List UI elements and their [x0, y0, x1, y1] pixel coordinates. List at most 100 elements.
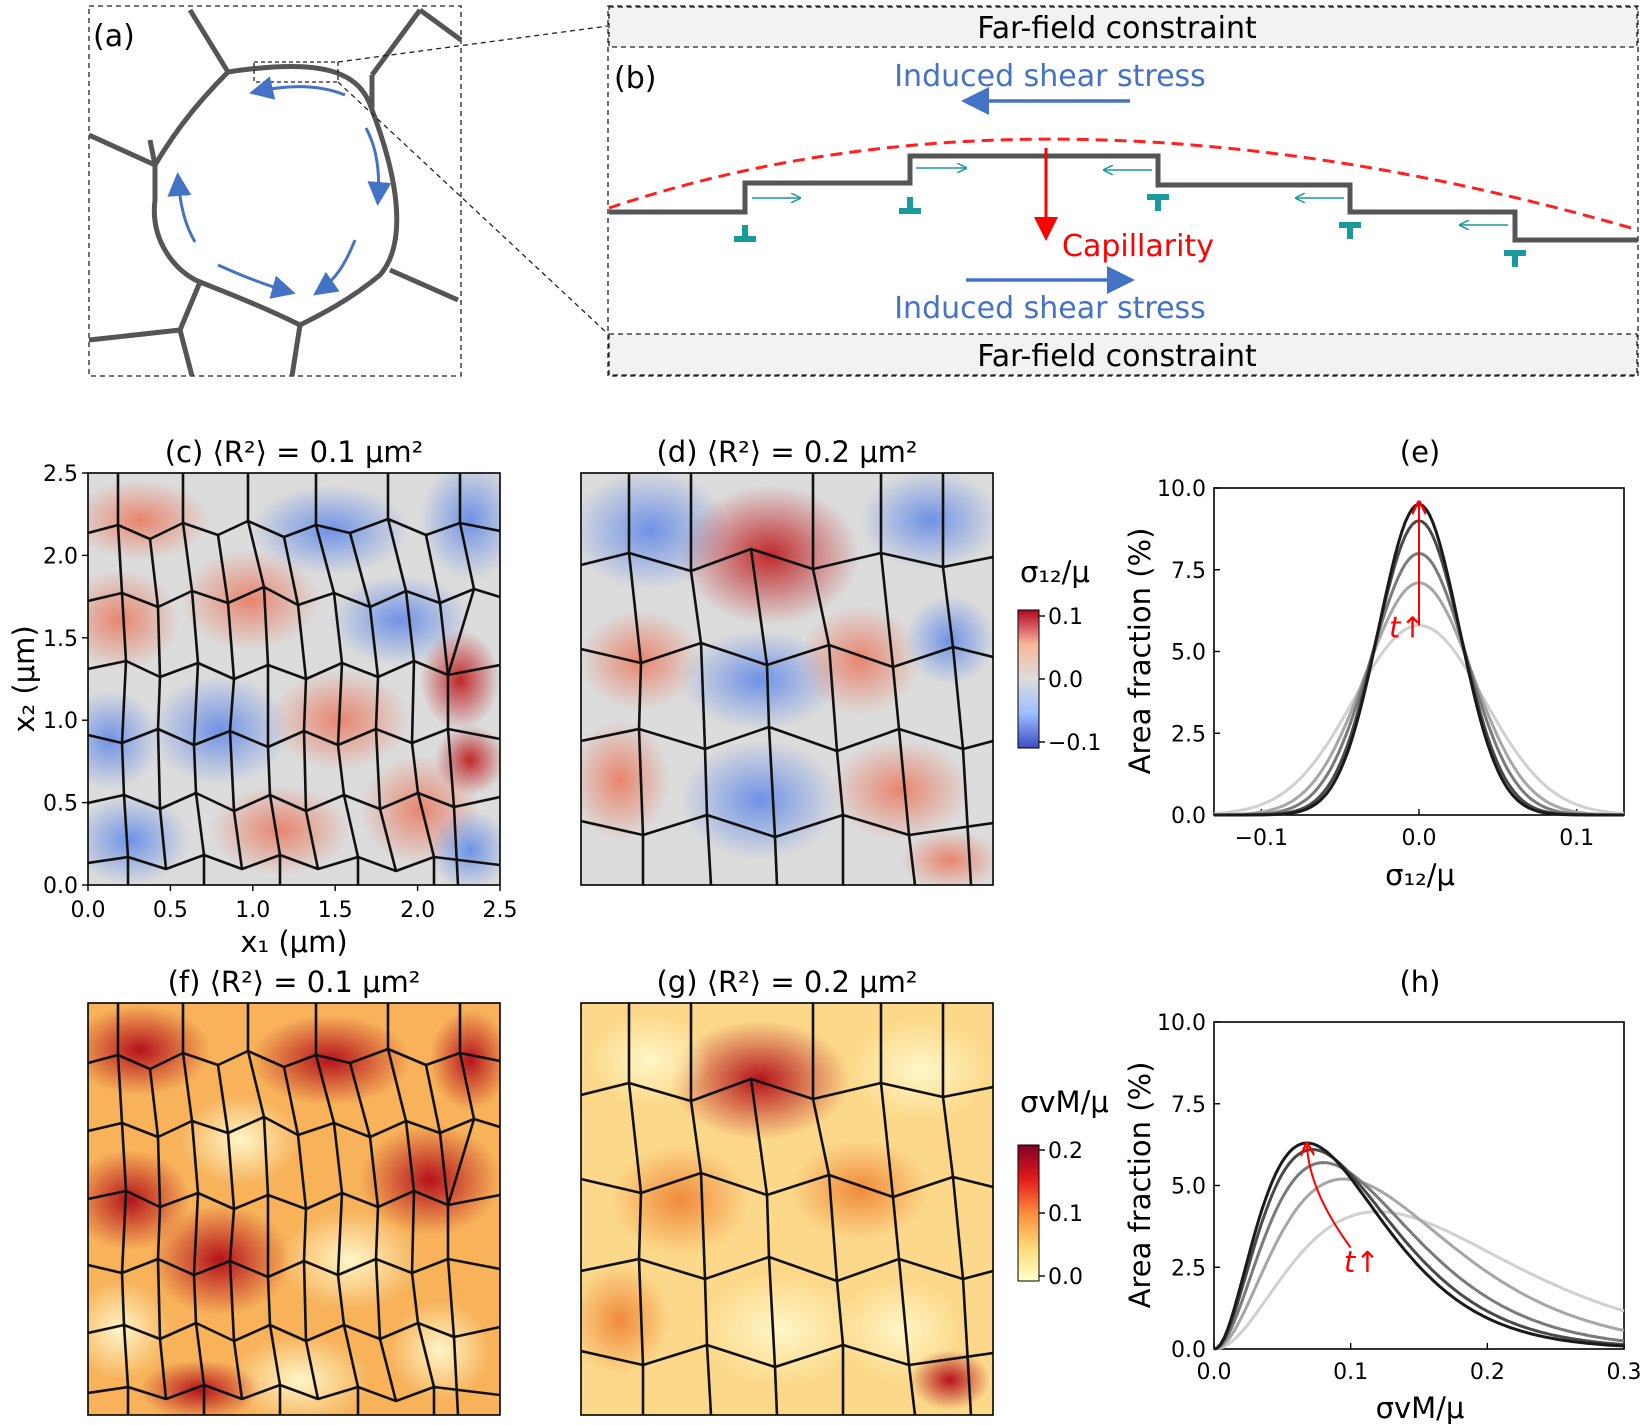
cbar-tick-label: −0.1 — [1048, 731, 1101, 756]
time-annotation: t↑ — [1344, 1245, 1380, 1279]
map-f-frame — [87, 1002, 501, 1416]
map-f-title: (f) ⟨R²⟩ = 0.1 μm² — [168, 965, 421, 999]
time-arrow — [1307, 1146, 1352, 1249]
map-d-frame — [580, 472, 994, 886]
map-g-field — [581, 1003, 993, 1415]
x-tick-label: 0.2 — [1470, 1360, 1505, 1385]
map-c-field — [88, 473, 500, 885]
bottom-shear-label: Induced shear stress — [894, 291, 1206, 326]
zoom-lines — [337, 25, 609, 335]
dislocation-4 — [1339, 222, 1361, 239]
panel-b: Far-field constraint Far-field constrain… — [607, 5, 1639, 377]
time-annotation: t↑ — [1389, 610, 1425, 644]
chart-e-ylabel: Area fraction (%) — [1123, 528, 1157, 775]
cbar-tick-label: 0.1 — [1048, 1202, 1083, 1227]
rotation-arrows — [167, 76, 392, 299]
dislocation-symbols — [734, 194, 1526, 267]
x-tick-label: 0.0 — [1197, 1360, 1232, 1385]
series-line-t5 — [1213, 1141, 1625, 1351]
bottom-constraint-label: Far-field constraint — [977, 339, 1257, 374]
cbar2-ticks: 0.2 0.1 0.0 — [1039, 1139, 1083, 1290]
map-g: (g) ⟨R²⟩ = 0.2 μm² — [580, 965, 994, 1416]
x-tick-label: 0.1 — [1559, 826, 1594, 851]
x-tick-label: 2.5 — [483, 898, 518, 923]
colorbar-sigma12: σ₁₂/μ 0.1 0.0 −0.1 — [1017, 555, 1101, 756]
dislocation-5 — [1504, 250, 1526, 267]
chart-h-ticks: 0.0 0.1 0.2 0.3 0.0 2.5 5.0 7.5 10.0 — [1157, 1011, 1641, 1385]
y-tick-label: 7.5 — [1171, 1093, 1206, 1118]
chart-h-xlabel: σvM/μ — [1376, 1391, 1465, 1425]
map-d-field — [581, 473, 993, 885]
map-c-xlabel: x₁ (μm) — [240, 925, 347, 959]
cbar-tick-label: 0.0 — [1048, 1265, 1083, 1290]
chart-e: (e) −0.1 0.0 0.10.02.55.07.510.0 t↑ σ₁₂/μ … — [1123, 435, 1625, 892]
map-c-x-ticks: 0.0 0.5 1.0 1.5 2.0 2.5 — [71, 885, 518, 923]
y-tick-label: 2.5 — [1171, 722, 1206, 747]
x-tick-label: 0.0 — [71, 898, 106, 923]
stepped-boundary — [609, 153, 1638, 243]
x-tick-label: 2.0 — [400, 898, 435, 923]
chart-h-annotation: t↑ — [1307, 1146, 1380, 1279]
dislocation-3 — [1147, 194, 1169, 211]
x-tick-label: 0.3 — [1607, 1360, 1642, 1385]
dislocation-2 — [899, 197, 921, 214]
curvature-profile — [608, 137, 1639, 232]
panel-a-label: (a) — [93, 19, 135, 54]
y-tick-label: 0.0 — [1171, 804, 1206, 829]
map-c: (c) ⟨R²⟩ = 0.1 μm² — [87, 435, 501, 886]
series-line-t4 — [1213, 1147, 1625, 1351]
top-constraint-box — [608, 6, 1638, 48]
x-tick-label: 0.0 — [1402, 826, 1437, 851]
map-c-ylabel: x₂ (μm) — [7, 625, 41, 732]
map-f-field — [88, 1003, 500, 1415]
y-tick-label: 1.5 — [43, 627, 78, 652]
zoom-box — [253, 61, 339, 83]
cbar2-ramp — [1017, 1144, 1040, 1282]
cbar1-ticks: 0.1 0.0 −0.1 — [1039, 605, 1101, 756]
map-g-title: (g) ⟨R²⟩ = 0.2 μm² — [656, 965, 917, 999]
y-tick-label: 1.0 — [43, 709, 78, 734]
map-c-frame — [87, 472, 501, 886]
y-tick-label: 2.0 — [43, 544, 78, 569]
y-tick-label: 2.5 — [1171, 1256, 1206, 1281]
chart-h-series — [1213, 1141, 1625, 1351]
cbar-tick-label: 0.1 — [1048, 605, 1083, 630]
grain-boundaries — [87, 7, 463, 377]
y-tick-label: 10.0 — [1157, 477, 1206, 502]
panel-b-label: (b) — [614, 61, 656, 96]
dislocation-1 — [734, 225, 756, 242]
x-tick-label: 1.0 — [235, 898, 270, 923]
map-d-title: (d) ⟨R²⟩ = 0.2 μm² — [656, 435, 917, 469]
capillarity-label: Capillarity — [1062, 229, 1214, 264]
map-c-axes: 0.0 0.5 1.0 1.5 2.0 2.5 0.0 0.5 1.0 1.5 2.0 2.5 x₁… — [7, 462, 518, 959]
y-tick-label: 5.0 — [1171, 1175, 1206, 1200]
x-tick-label: −0.1 — [1235, 826, 1288, 851]
y-tick-label: 2.5 — [43, 462, 78, 487]
colorbar-sigmavm: σvM/μ 0.2 0.1 0.0 — [1017, 1085, 1109, 1290]
cbar2-label: σvM/μ — [1020, 1085, 1109, 1119]
map-f: (f) ⟨R²⟩ = 0.1 μm² — [87, 965, 501, 1416]
chart-h-ylabel: Area fraction (%) — [1123, 1062, 1157, 1309]
map-d: (d) ⟨R²⟩ = 0.2 μm² — [580, 435, 994, 886]
x-tick-label: 0.1 — [1333, 1360, 1368, 1385]
bottom-constraint-box — [608, 333, 1638, 376]
cbar1-ramp — [1017, 609, 1040, 749]
cbar1-label: σ₁₂/μ — [1020, 555, 1090, 589]
y-tick-label: 7.5 — [1171, 559, 1206, 584]
panel-a-frame — [88, 5, 462, 377]
chart-e-title: (e) — [1400, 435, 1440, 469]
y-tick-label: 5.0 — [1171, 641, 1206, 666]
x-tick-label: 0.5 — [153, 898, 188, 923]
y-tick-label: 10.0 — [1157, 1011, 1206, 1036]
panel-b-frame — [607, 5, 1639, 377]
cbar-tick-label: 0.0 — [1048, 668, 1083, 693]
top-constraint-label: Far-field constraint — [977, 11, 1257, 46]
series-line-t2 — [1213, 1177, 1625, 1351]
chart-e-ticks: −0.1 0.0 0.1 0.0 2.5 5.0 7.5 10.0 — [1157, 477, 1594, 851]
chart-e-annotation: t↑ — [1389, 504, 1425, 644]
series-line-t1 — [1213, 623, 1625, 816]
cbar-tick-label: 0.2 — [1048, 1139, 1083, 1164]
map-c-y-ticks: 0.0 0.5 1.0 1.5 2.0 2.5 — [43, 462, 88, 899]
chart-h-title: (h) — [1399, 965, 1440, 999]
